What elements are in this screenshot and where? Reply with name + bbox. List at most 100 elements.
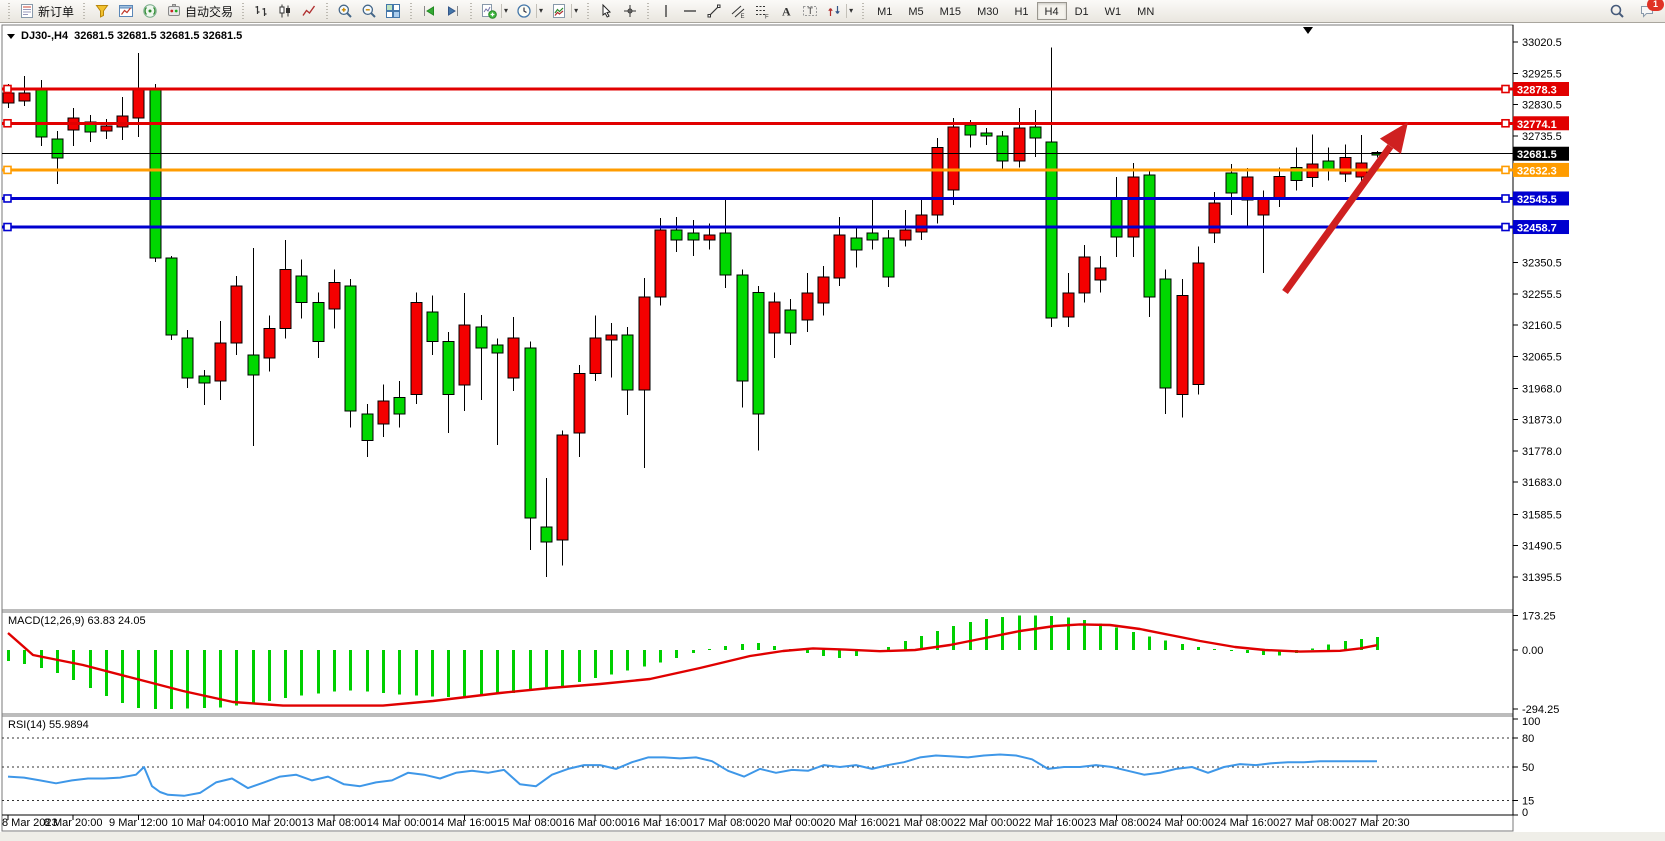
toolbar-group-handle[interactable] <box>325 3 330 19</box>
candle[interactable] <box>214 342 227 382</box>
candle[interactable] <box>295 275 308 303</box>
zoom-out-button[interactable] <box>357 1 381 21</box>
text-button[interactable]: A <box>774 1 798 21</box>
candle[interactable] <box>165 257 178 336</box>
candle[interactable] <box>931 147 944 216</box>
candle[interactable] <box>2 92 15 104</box>
candle[interactable] <box>1339 157 1352 175</box>
chart-shift-button[interactable] <box>441 1 465 21</box>
price-axis[interactable]: 33020.5 32925.5 32830.5 32735.5 32350.5 32255… <box>1513 37 1569 819</box>
candle[interactable] <box>312 301 325 343</box>
candle[interactable] <box>35 89 48 138</box>
toolbar-group-handle[interactable] <box>646 3 651 19</box>
candle[interactable] <box>703 234 716 241</box>
candle[interactable] <box>1094 267 1107 281</box>
timeframe-d1-button[interactable]: D1 <box>1074 6 1089 18</box>
candle[interactable] <box>540 526 553 543</box>
candle[interactable] <box>654 229 667 298</box>
candle[interactable] <box>899 229 912 241</box>
candle[interactable] <box>1110 197 1123 238</box>
candle[interactable] <box>1143 174 1156 298</box>
candle[interactable] <box>833 234 846 279</box>
candle[interactable] <box>393 397 406 415</box>
candle[interactable] <box>996 135 1009 162</box>
timeframe-h4-button[interactable]: H4 <box>1036 2 1067 20</box>
candle[interactable] <box>344 285 357 412</box>
candle[interactable] <box>964 124 977 136</box>
candle[interactable] <box>132 87 145 119</box>
search-button[interactable] <box>1605 1 1629 21</box>
timeframe-m5-button[interactable]: M5 <box>908 6 924 18</box>
candles-chart-button[interactable] <box>273 1 297 21</box>
chart-shift-marker-icon[interactable] <box>1303 27 1313 34</box>
candle[interactable] <box>1062 292 1075 318</box>
auto-scroll-button[interactable] <box>417 1 441 21</box>
candle[interactable] <box>719 232 732 276</box>
candle[interactable] <box>198 375 211 384</box>
fibonacci-button[interactable]: F <box>750 1 774 21</box>
candle[interactable] <box>100 125 113 132</box>
timeframe-m15-button[interactable]: M15 <box>939 6 962 18</box>
text-label-button[interactable]: T <box>798 1 822 21</box>
candle[interactable] <box>377 400 390 425</box>
tile-windows-button[interactable] <box>381 1 405 21</box>
timeframe-m30-button[interactable]: M30 <box>977 6 999 18</box>
vertical-line-button[interactable] <box>654 1 678 21</box>
signal-button[interactable] <box>138 1 162 21</box>
candle[interactable] <box>573 372 586 434</box>
arr-tools-button[interactable]: ▾ <box>822 1 857 21</box>
candle[interactable] <box>850 237 863 251</box>
chart-window-button[interactable] <box>114 1 138 21</box>
horizontal-scrollbar[interactable] <box>0 832 1665 841</box>
line-handle[interactable] <box>1501 165 1510 175</box>
candle[interactable] <box>736 274 749 382</box>
candle[interactable] <box>507 337 520 379</box>
line-handle[interactable] <box>3 118 12 128</box>
crosshair-button[interactable] <box>618 1 642 21</box>
timeframe-m1-button[interactable]: M1 <box>877 6 893 18</box>
candle[interactable] <box>866 232 879 241</box>
dropdown-arrow-icon[interactable]: ▾ <box>846 4 853 18</box>
candle[interactable] <box>279 268 292 330</box>
candlestick-series[interactable] <box>2 47 1384 577</box>
candle[interactable] <box>1241 176 1254 201</box>
candle[interactable] <box>784 309 797 334</box>
line-handle[interactable] <box>3 222 12 232</box>
toolbar-group-handle[interactable] <box>586 3 591 19</box>
bars-chart-button[interactable] <box>249 1 273 21</box>
periods-button[interactable]: ▾ <box>512 1 547 21</box>
candle[interactable] <box>263 328 276 359</box>
candle[interactable] <box>605 334 618 341</box>
dropdown-arrow-icon[interactable]: ▾ <box>536 4 543 18</box>
candle[interactable] <box>1290 166 1303 182</box>
candle[interactable] <box>980 132 993 137</box>
candle[interactable] <box>230 285 243 344</box>
trend-line-button[interactable] <box>702 1 726 21</box>
line-handle[interactable] <box>3 194 12 203</box>
chart-window[interactable]: 33020.5 32925.5 32830.5 32735.5 32350.5 32255… <box>0 23 1665 841</box>
candle[interactable] <box>1159 278 1172 389</box>
line-handle[interactable] <box>1501 84 1510 94</box>
trend-arrow-annotation[interactable] <box>1282 122 1408 295</box>
toolbar-group-handle[interactable] <box>469 3 474 19</box>
candle[interactable] <box>491 344 504 354</box>
candle[interactable] <box>361 413 374 441</box>
candle[interactable] <box>442 341 455 395</box>
candle[interactable] <box>638 296 651 391</box>
candle[interactable] <box>1029 126 1042 139</box>
timeframe-h1-button[interactable]: H1 <box>1014 6 1029 18</box>
candle[interactable] <box>687 232 700 241</box>
candle[interactable] <box>181 337 194 379</box>
dropdown-arrow-icon[interactable]: ▾ <box>571 4 578 18</box>
candle[interactable] <box>1208 202 1221 234</box>
chart-menu-arrow-icon[interactable] <box>7 33 15 39</box>
candle[interactable] <box>817 276 830 304</box>
candle[interactable] <box>556 434 569 541</box>
cursor-button[interactable] <box>594 1 618 21</box>
candle[interactable] <box>1257 197 1270 216</box>
toolbar-group-handle[interactable] <box>7 3 11 19</box>
candle[interactable] <box>51 138 64 159</box>
line-chart-button[interactable] <box>297 1 321 21</box>
candle[interactable] <box>621 334 634 391</box>
